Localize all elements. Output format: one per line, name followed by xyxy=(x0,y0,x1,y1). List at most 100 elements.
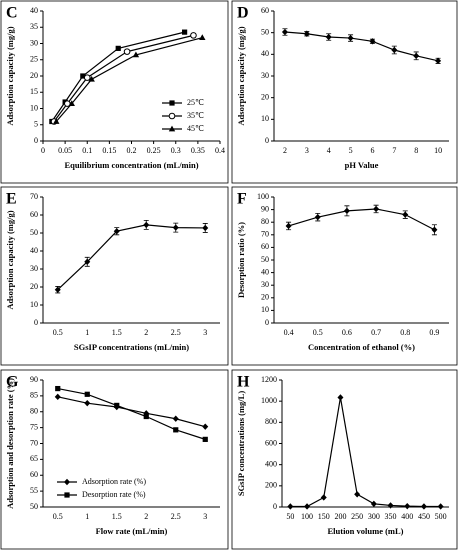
y-tick-label: 50 xyxy=(261,255,269,264)
data-point xyxy=(173,427,179,433)
x-tick-label: 0.6 xyxy=(342,328,352,337)
legend-label: Desorption rate (%) xyxy=(82,490,146,499)
x-tick-label: 0.4 xyxy=(215,146,225,155)
y-tick-label: 0 xyxy=(265,136,269,145)
x-tick-label: 0.9 xyxy=(429,328,439,337)
panel-frame xyxy=(0,186,229,366)
series-line xyxy=(57,387,206,440)
series-line xyxy=(290,397,441,508)
y-tick-label: 70 xyxy=(30,438,38,447)
x-tick-label: 0.35 xyxy=(191,146,205,155)
legend-marker xyxy=(64,478,70,486)
data-point xyxy=(420,503,427,510)
x-tick-label: 2.5 xyxy=(171,328,181,337)
data-point xyxy=(84,399,91,407)
y-tick-label: 50 xyxy=(30,502,38,511)
x-axis-title: Elution volume (mL) xyxy=(327,526,403,536)
data-point xyxy=(431,226,438,233)
x-axis-title: Equilibrium concentration (mL/min) xyxy=(64,160,198,170)
x-tick-label: 1 xyxy=(85,512,89,521)
x-tick-label: 450 xyxy=(418,512,430,521)
data-point xyxy=(199,34,206,41)
x-tick-label: 150 xyxy=(318,512,330,521)
x-axis-title: Flow rate (mL/min) xyxy=(96,526,168,536)
x-tick-label: 10 xyxy=(434,146,442,155)
x-tick-label: 0.15 xyxy=(102,146,116,155)
x-tick-label: 100 xyxy=(301,512,313,521)
x-tick-label: 0.3 xyxy=(171,146,181,155)
data-point xyxy=(143,221,150,229)
x-tick-label: 0.4 xyxy=(284,328,294,337)
y-tick-label: 40 xyxy=(261,267,269,276)
data-point xyxy=(320,494,327,501)
y-tick-label: 90 xyxy=(30,375,38,384)
x-tick-label: 4 xyxy=(327,146,331,155)
y-tick-label: 80 xyxy=(30,407,38,416)
data-point xyxy=(55,385,61,392)
y-axis-title: Adsorption capacity (mg/g) xyxy=(5,26,15,125)
y-tick-label: 100 xyxy=(257,192,269,201)
data-point xyxy=(84,258,91,265)
y-tick-label: 65 xyxy=(30,454,38,463)
y-tick-label: 40 xyxy=(30,6,38,15)
x-tick-label: 3 xyxy=(203,328,207,337)
y-tick-label: 30 xyxy=(30,38,38,47)
y-tick-label: 20 xyxy=(261,92,269,101)
data-point xyxy=(172,224,179,231)
y-tick-label: 55 xyxy=(30,486,38,495)
x-tick-label: 0 xyxy=(41,146,45,155)
data-point xyxy=(402,211,409,218)
y-tick-label: 1200 xyxy=(261,375,277,384)
series-line xyxy=(51,31,185,122)
series-line xyxy=(53,34,194,122)
y-tick-label: 40 xyxy=(261,49,269,58)
y-tick-label: 60 xyxy=(30,470,38,479)
data-point xyxy=(54,393,61,401)
legend-marker xyxy=(169,100,175,106)
data-point xyxy=(281,28,288,36)
y-axis-title: Adsorption capacity (mg/g) xyxy=(236,26,246,125)
legend-label: 25℃ xyxy=(187,98,204,107)
data-point xyxy=(182,29,188,35)
y-tick-label: 60 xyxy=(261,6,269,15)
data-point xyxy=(132,51,140,58)
panel-label: E xyxy=(6,191,17,208)
x-tick-label: 300 xyxy=(368,512,380,521)
panel-label: G xyxy=(6,374,19,391)
y-tick-label: 400 xyxy=(265,459,277,468)
legend-marker xyxy=(168,112,176,120)
data-point xyxy=(404,502,411,510)
y-tick-label: 10 xyxy=(261,114,269,123)
y-tick-label: 30 xyxy=(261,280,269,289)
x-tick-label: 0.5 xyxy=(53,328,63,337)
panel-label: C xyxy=(6,5,18,22)
y-tick-label: 60 xyxy=(30,210,38,219)
data-point xyxy=(437,503,444,510)
x-tick-label: 8 xyxy=(414,146,418,155)
y-tick-label: 90 xyxy=(261,204,269,213)
y-tick-label: 70 xyxy=(30,192,38,201)
data-point xyxy=(373,205,380,213)
y-tick-label: 60 xyxy=(261,242,269,251)
data-point xyxy=(84,391,90,397)
data-point xyxy=(413,52,420,60)
data-point xyxy=(391,46,398,54)
y-axis-title: Desorption ratio (%) xyxy=(236,222,246,298)
x-axis-title: pH Value xyxy=(345,160,379,170)
y-tick-label: 10 xyxy=(30,103,38,112)
data-point xyxy=(115,45,121,51)
series-line xyxy=(57,396,206,428)
y-tick-label: 5 xyxy=(34,120,38,129)
y-axis-title: SGsIP concentrations (mg/L) xyxy=(236,391,246,496)
y-tick-label: 50 xyxy=(261,27,269,36)
data-point xyxy=(114,402,120,408)
legend-label: 45℃ xyxy=(187,124,204,133)
data-point xyxy=(80,73,86,79)
y-tick-label: 10 xyxy=(261,305,269,314)
series-line xyxy=(284,31,439,62)
x-axis-title: SGsIP concentrations (mL/min) xyxy=(74,342,189,352)
data-point xyxy=(369,38,376,45)
data-point xyxy=(202,224,209,232)
y-tick-label: 70 xyxy=(261,230,269,239)
data-point xyxy=(190,32,197,39)
